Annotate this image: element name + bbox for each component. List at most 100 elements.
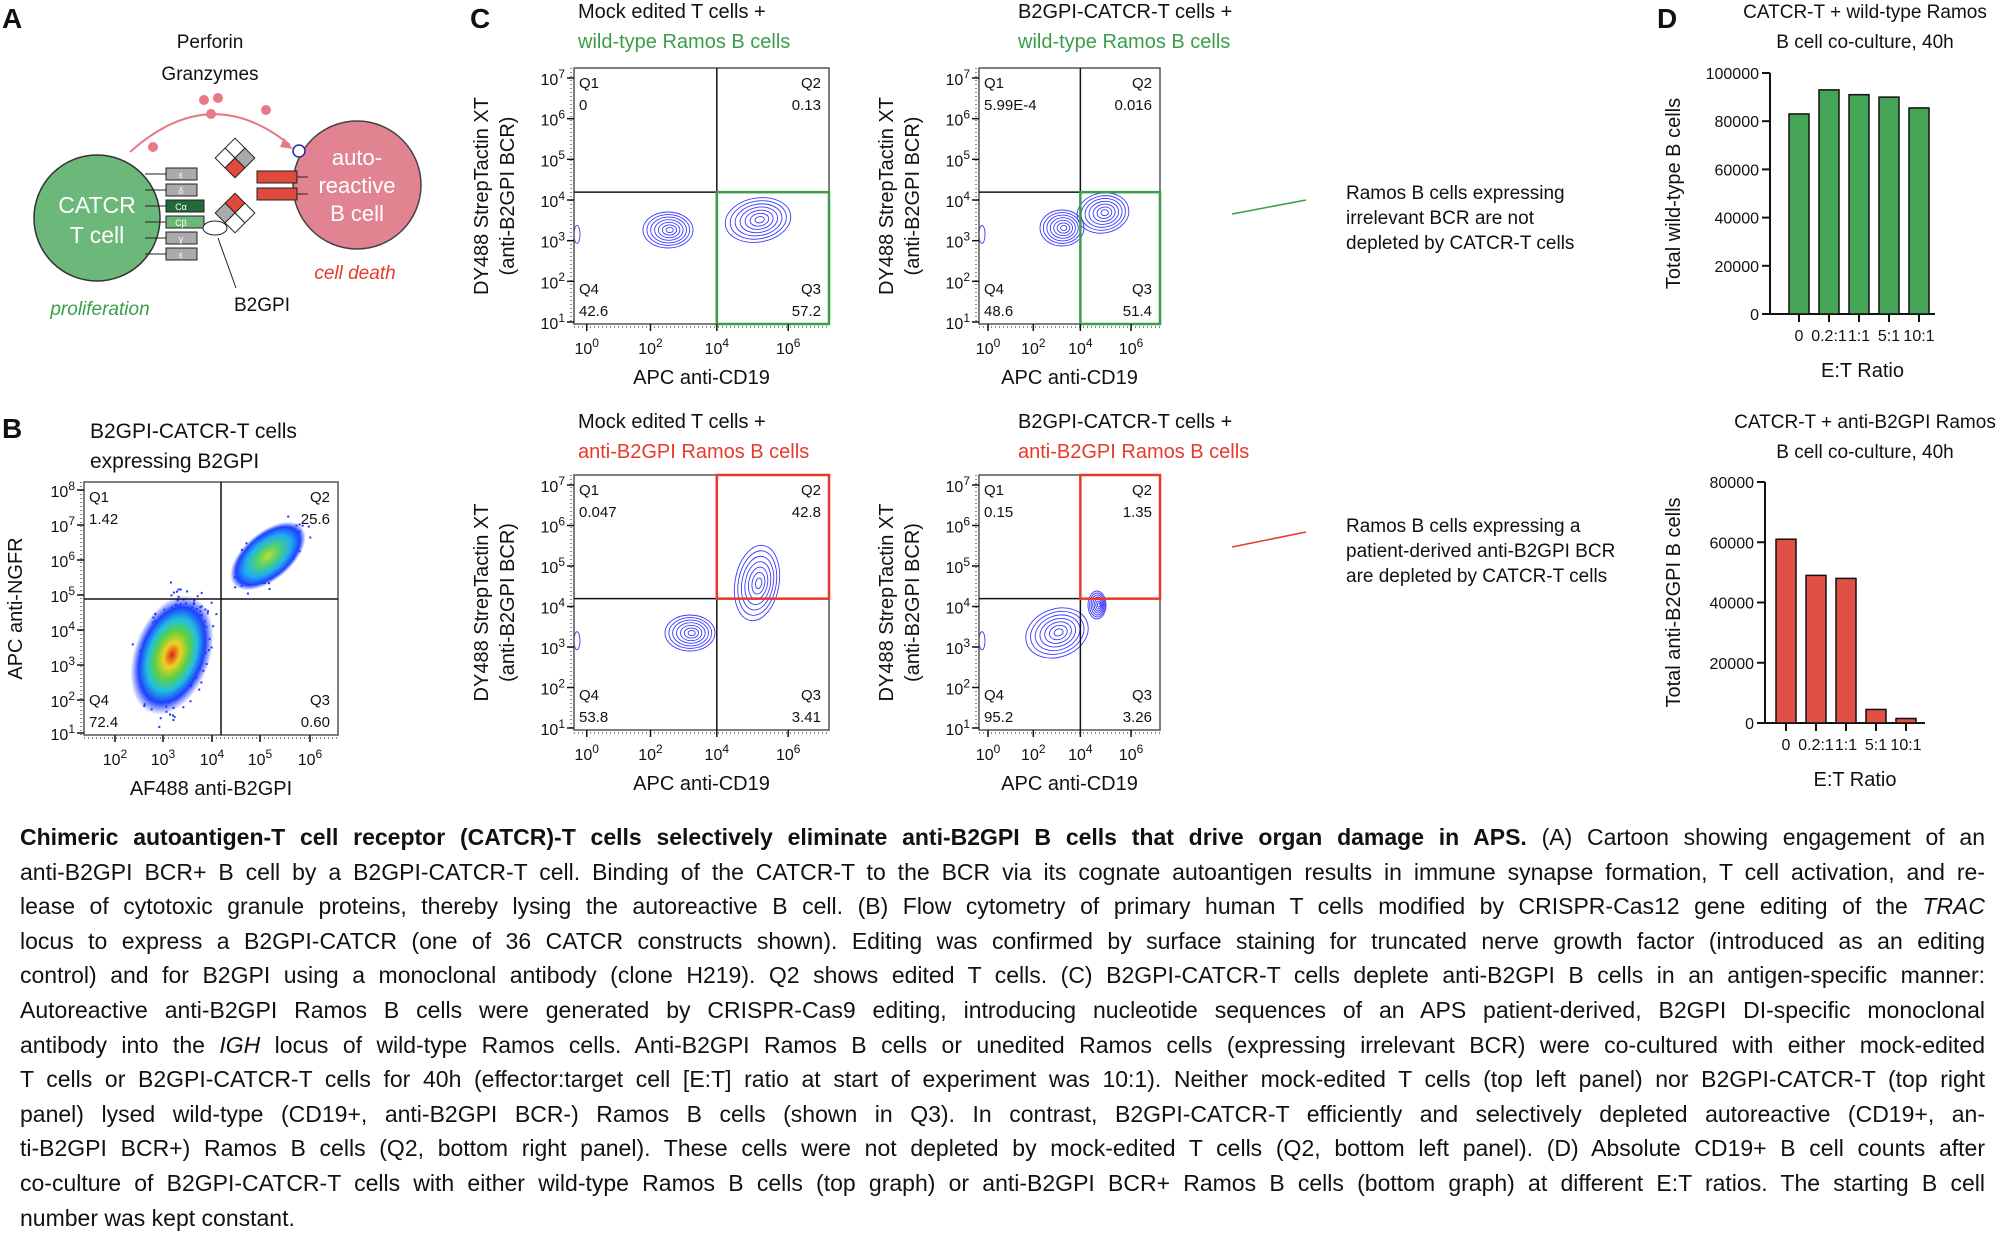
contour-line [729,200,787,240]
bcr-antibody [214,137,308,234]
panel-c-flow-plots: C Mock edited T cells + wild-type Ramos B… [470,1,1615,795]
y-tick-label: 102 [946,676,971,698]
x-tick-label: 0 [1782,737,1791,754]
receptor-chain [165,231,198,245]
event-dot [158,725,161,728]
x-tick-label: 100 [575,336,600,358]
y-tick-label: 103 [541,229,566,251]
quadrant-value-q4: 53.8 [579,709,608,726]
x-axis-label: APC anti-CD19 [1001,367,1138,389]
y-tick-label: 103 [51,654,76,676]
flow-plot-1: Mock edited T cells + wild-type Ramos B c… [471,1,831,389]
contour-edge-events [978,631,986,651]
y-tick-label: 105 [51,584,76,606]
event-dot [169,581,172,584]
highlight-gate-q2 [1079,473,1162,600]
contour-line [1056,222,1071,234]
caption-text: antibody into the [20,1031,220,1058]
quadrant-value-q1: 0 [579,97,587,114]
receptor-chain-label: Cβ [175,218,187,228]
y-axis-label: DY488 StrepTactin XT [876,504,898,702]
y-tick-label: 102 [541,270,566,292]
y-tick-label: 40000 [1710,596,1755,613]
contour-line [1088,200,1120,225]
quadrant-label-q1: Q1 [984,75,1004,92]
caption-line: number was kept constant. [20,1201,1985,1235]
caption-line: antibody into the IGH locus of wild-type… [20,1028,1985,1063]
receptor-chain-label: ε [179,250,183,260]
y-tick-label: 104 [541,595,566,617]
perforin-label: Perforin [177,32,244,53]
b2gpi-label: B2GPI [234,295,290,316]
event-dot [175,590,178,593]
receptor-chain-label: ε [179,170,183,180]
granzymes-label: Granzymes [161,64,258,85]
contour-line [1095,600,1102,610]
b2gpi-antigen [202,220,228,236]
bar [1878,96,1900,315]
event-dot [189,700,192,703]
chart-title: CATCR-T + wild-type Ramos [1743,2,1987,23]
quadrant-value-q2: 25.6 [301,511,330,528]
y-tick-label: 0 [1750,307,1759,324]
y-tick-label: 107 [541,474,566,496]
contour-line [724,197,792,243]
x-tick-label: 105 [248,747,273,769]
caption-line: anti-B2GPI BCR+ B cell by a B2GPI-CATCR-… [20,855,1985,890]
panel-letter-a: A [2,3,22,34]
caption-line: T cells or B2GPI-CATCR-T cells for 40h (… [20,1062,1985,1097]
y-axis-label: Total anti-B2GPI B cells [1663,497,1685,707]
x-tick-label: 106 [298,747,323,769]
quadrant-value-q1: 1.42 [89,511,118,528]
y-tick-label: 107 [51,514,76,536]
y-tick-label: 0 [1745,716,1754,733]
contour-plot [978,590,1107,659]
flow-plot-title: B2GPI-CATCR-T cells + [1018,1,1232,23]
bar [1895,717,1917,724]
event-dot [177,588,180,591]
receptor-chain-label: Cα [175,202,187,212]
x-tick-label: 104 [705,742,730,764]
scatter-density [130,515,312,728]
contour-line [1089,592,1106,618]
quadrant-value-q1: 0.047 [579,504,617,521]
y-axis-label: DY488 StrepTactin XT [876,97,898,295]
bar [1818,89,1840,315]
quadrant-label-q2: Q2 [1132,75,1152,92]
caption-text: number was kept constant. [20,1204,295,1231]
event-dot [198,688,201,691]
panel-a-cartoon: A Perforin Granzymes CATCR T cell auto- … [2,3,422,320]
y-axis-label: (anti-B2GPI BCR) [902,117,924,276]
event-dot [307,525,310,528]
event-dot [287,515,290,518]
granule-dots [148,93,271,152]
receptor-chain [165,247,198,261]
b-cell-label-1: auto- [332,145,382,170]
x-axis-label: APC anti-CD19 [1001,773,1138,795]
event-dot [200,591,203,594]
quadrant-value-q3: 3.26 [1123,709,1152,726]
y-axis-label: (anti-B2GPI BCR) [497,523,519,682]
quadrant-value-q2: 42.8 [792,504,821,521]
highlight-gate-q3 [715,190,831,326]
bar [1908,107,1930,315]
x-tick-label: 1:1 [1848,328,1870,345]
bar-chart-1: CATCR-T + wild-type Ramos B cell co-cultu… [1663,2,1987,382]
y-tick-label: 102 [51,689,76,711]
contour-line [650,216,687,244]
contour-line [657,221,681,239]
quadrant-value-q4: 42.6 [579,303,608,320]
quadrant-value-q3: 57.2 [792,303,821,320]
event-dot [309,536,312,539]
plot-frame [573,474,830,731]
contour-plot [978,192,1130,247]
panel-b-flow-plot: B B2GPI-CATCR-T cells expressing B2GPI Q… [2,413,339,800]
x-tick-label: 5:1 [1865,737,1887,754]
bar [1805,574,1827,724]
highlight-gate-q2 [715,473,831,600]
event-dot [186,590,189,593]
bar [1775,538,1797,724]
cell-death-label: cell death [314,263,395,284]
caption-line: co-culture of B2GPI-CATCR-T cells with e… [20,1166,1985,1201]
